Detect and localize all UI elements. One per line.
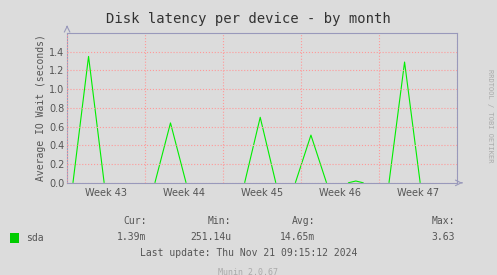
Y-axis label: Average IO Wait (seconds): Average IO Wait (seconds) [36, 34, 46, 182]
Text: 3.63: 3.63 [431, 232, 455, 242]
Text: RRDTOOL / TOBI OETIKER: RRDTOOL / TOBI OETIKER [487, 69, 493, 162]
Text: Munin 2.0.67: Munin 2.0.67 [219, 268, 278, 275]
Text: Disk latency per device - by month: Disk latency per device - by month [106, 12, 391, 26]
Text: Max:: Max: [431, 216, 455, 226]
Text: 14.65m: 14.65m [280, 232, 316, 242]
Text: Cur:: Cur: [123, 216, 147, 226]
Text: Min:: Min: [208, 216, 231, 226]
Text: Last update: Thu Nov 21 09:15:12 2024: Last update: Thu Nov 21 09:15:12 2024 [140, 248, 357, 257]
Text: 251.14u: 251.14u [190, 232, 231, 242]
Text: sda: sda [26, 233, 44, 243]
Text: Avg:: Avg: [292, 216, 316, 226]
Text: 1.39m: 1.39m [117, 232, 147, 242]
